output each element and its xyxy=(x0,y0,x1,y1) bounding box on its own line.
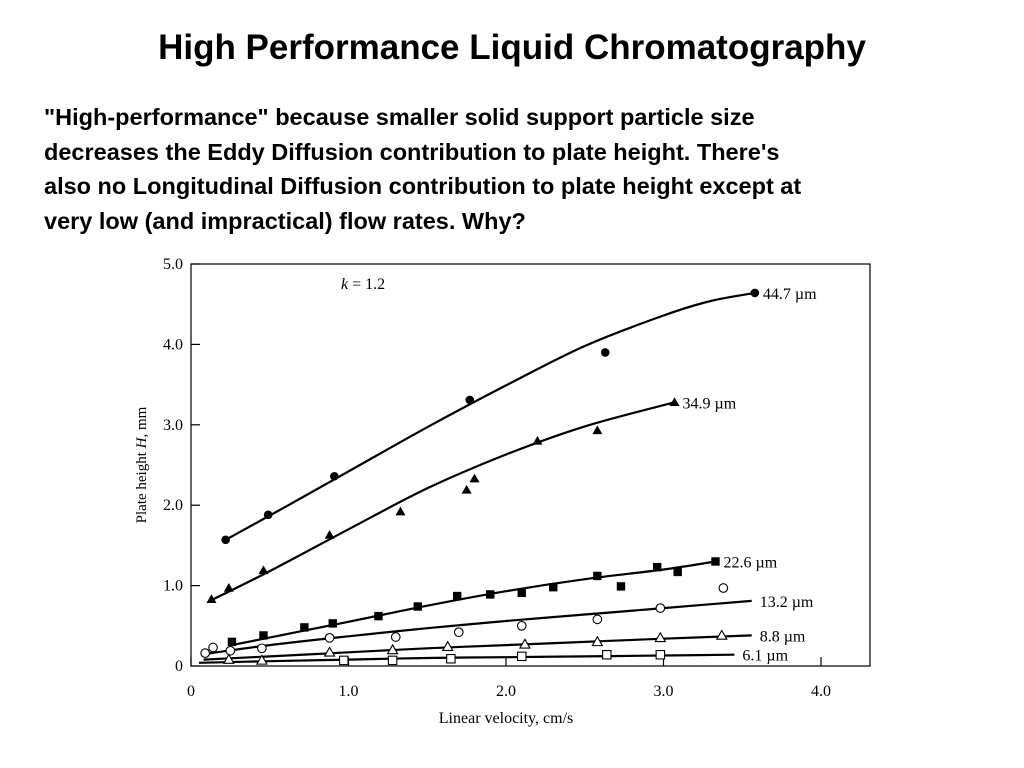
plot-frame xyxy=(190,263,871,667)
marker-s1-p2 xyxy=(258,565,269,575)
y-tick-label-2: 2.0 xyxy=(163,497,183,514)
fit-curve-1 xyxy=(211,401,675,602)
marker-s1-p7 xyxy=(532,435,543,445)
x-axis-label: Linear velocity, cm/s xyxy=(439,710,573,727)
marker-s2-p12 xyxy=(653,562,662,572)
marker-s4-p4 xyxy=(441,640,454,652)
series-label-2: 22.6 µm xyxy=(723,554,777,571)
marker-s3-p3 xyxy=(257,643,267,654)
marker-s2-p2 xyxy=(300,623,309,632)
marker-s0-p3 xyxy=(465,395,475,405)
marker-s4-p0 xyxy=(222,653,235,664)
series-label-4: 8.8 µm xyxy=(760,628,806,645)
marker-s3-p9 xyxy=(655,603,666,613)
axis-ticks: 0 1.0 2.0 3.0 4.0 0 1.0 2.0 3.0 4.0 5.0 xyxy=(163,256,831,700)
marker-s5-p4 xyxy=(602,649,612,660)
y-axis-label-symbol: H xyxy=(134,436,150,449)
fit-curve-2 xyxy=(231,560,716,647)
marker-s2-p14 xyxy=(711,557,720,566)
fit-curve-0 xyxy=(225,291,756,541)
marker-s0-p2 xyxy=(330,471,339,481)
marker-s3-p5 xyxy=(390,632,401,642)
marker-s3-p10 xyxy=(718,583,729,593)
marker-s5-p2 xyxy=(446,654,456,664)
marker-s4-p2 xyxy=(323,646,336,657)
marker-s2-p7 xyxy=(486,590,495,599)
marker-s4-p1 xyxy=(255,654,268,665)
marker-s2-p11 xyxy=(616,582,626,591)
marker-s2-p9 xyxy=(549,583,558,592)
marker-s1-p5 xyxy=(461,484,472,494)
marker-s1-p9 xyxy=(669,397,680,407)
x-tick-label-4: 4.0 xyxy=(811,683,831,700)
marker-s2-p1 xyxy=(259,631,268,640)
marker-s3-p8 xyxy=(592,614,603,625)
marker-s2-p5 xyxy=(413,602,422,611)
body-line-1: "High-performance" because smaller solid… xyxy=(44,104,755,130)
marker-s5-p1 xyxy=(387,655,398,666)
series-label-0: 44.7 µm xyxy=(763,286,817,303)
annotation-symbol: k xyxy=(341,276,349,293)
y-axis-label: Plate height H, mm xyxy=(134,406,150,523)
marker-s5-p3 xyxy=(516,651,527,662)
x-tick-label-0: 0 xyxy=(187,683,195,700)
x-tick-label-2: 2.0 xyxy=(496,683,516,700)
x-tick-label-3: 3.0 xyxy=(654,683,674,700)
marker-s4-p5 xyxy=(518,638,531,649)
marker-s1-p0 xyxy=(206,594,217,604)
y-tick-label-5: 5.0 xyxy=(163,256,183,273)
marker-s0-p5 xyxy=(750,288,760,298)
marker-s1-p8 xyxy=(592,425,603,435)
marker-s3-p4 xyxy=(324,633,335,643)
fit-curves xyxy=(198,291,756,664)
marker-s1-p1 xyxy=(223,583,234,592)
series-label-5: 6.1 µm xyxy=(742,648,788,665)
y-tick-label-4: 4.0 xyxy=(163,336,183,353)
marker-s3-p2 xyxy=(225,645,236,656)
marker-s1-p6 xyxy=(469,473,480,483)
marker-s2-p13 xyxy=(673,567,682,577)
marker-s1-p3 xyxy=(324,529,335,539)
x-tick-label-1: 1.0 xyxy=(339,683,359,700)
marker-s1-p4 xyxy=(395,506,406,516)
chart-annotation: k = 1.2 xyxy=(341,276,385,293)
marker-s4-p6 xyxy=(591,635,604,647)
marker-s0-p1 xyxy=(263,510,273,520)
series-labels: 44.7 µm 34.9 µm 22.6 µm 13.2 µm 8.8 µm 6.1 µm xyxy=(683,286,818,665)
marker-s0-p0 xyxy=(221,535,230,545)
y-axis-label-part-1: Plate height xyxy=(134,448,150,523)
body-line-2: decreases the Eddy Diffusion contributio… xyxy=(44,138,780,165)
marker-s5-p0 xyxy=(339,655,349,666)
marker-s2-p8 xyxy=(517,588,526,598)
slide-title: High Performance Liquid Chromatography xyxy=(158,28,866,67)
marker-s3-p0 xyxy=(200,648,211,658)
series-label-3: 13.2 µm xyxy=(760,594,814,611)
body-line-4: very low (and impractical) flow rates. W… xyxy=(44,207,526,234)
data-markers xyxy=(200,288,760,666)
marker-s2-p4 xyxy=(374,611,383,621)
series-label-1: 34.9 µm xyxy=(683,395,737,412)
marker-s5-p5 xyxy=(655,649,666,660)
slide-body-text: "High-performance" because smaller solid… xyxy=(44,100,984,238)
y-tick-label-1: 1.0 xyxy=(163,578,183,595)
marker-s3-p7 xyxy=(516,620,527,631)
annotation-value: = 1.2 xyxy=(348,276,385,293)
marker-s2-p10 xyxy=(593,571,602,581)
marker-s3-p6 xyxy=(453,627,464,638)
marker-s2-p3 xyxy=(328,619,337,628)
marker-s4-p3 xyxy=(386,643,399,655)
marker-s4-p7 xyxy=(654,631,667,643)
marker-s2-p0 xyxy=(227,637,237,647)
marker-s3-p1 xyxy=(208,642,218,653)
marker-s4-p8 xyxy=(715,629,728,640)
marker-s2-p6 xyxy=(452,591,462,601)
body-line-3: also no Longitudinal Diffusion contribut… xyxy=(44,173,802,199)
marker-s0-p4 xyxy=(600,348,610,357)
y-tick-label-0: 0 xyxy=(175,658,183,675)
y-axis-label-part-2: , mm xyxy=(134,406,150,437)
y-tick-label-3: 3.0 xyxy=(163,417,183,434)
y-axis-label-group: Plate height H, mm xyxy=(134,406,150,523)
